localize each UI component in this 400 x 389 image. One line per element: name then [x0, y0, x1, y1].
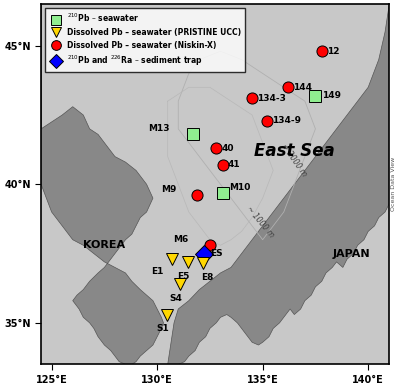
Text: JAPAN: JAPAN: [332, 249, 370, 259]
Text: 144: 144: [293, 83, 312, 92]
Text: Ocean Data View: Ocean Data View: [391, 157, 396, 211]
Text: M9: M9: [161, 185, 176, 194]
Text: E5: E5: [177, 272, 190, 280]
Text: KOREA: KOREA: [83, 240, 126, 250]
Text: S4: S4: [170, 294, 182, 303]
Text: E1: E1: [151, 267, 163, 277]
Legend: $^{210}$Pb – seawater, Dissolved Pb – seawater (PRISTINE UCC), Dissolved Pb – se: $^{210}$Pb – seawater, Dissolved Pb – se…: [45, 8, 245, 72]
Text: S1: S1: [156, 324, 169, 333]
Text: 41: 41: [228, 160, 240, 169]
Text: ES: ES: [210, 249, 222, 258]
Text: ~ 1000 m: ~ 1000 m: [245, 204, 276, 239]
Text: East Sea: East Sea: [254, 142, 335, 160]
Polygon shape: [168, 4, 389, 364]
Polygon shape: [41, 4, 164, 364]
Text: M13: M13: [148, 124, 170, 133]
Text: 12: 12: [327, 47, 340, 56]
Text: 134-3: 134-3: [257, 94, 286, 103]
Text: 134-9: 134-9: [272, 116, 301, 125]
Text: 149: 149: [322, 91, 341, 100]
Text: E8: E8: [202, 273, 214, 282]
Text: 40: 40: [222, 144, 234, 153]
Text: M10: M10: [229, 182, 250, 191]
Text: M6: M6: [174, 235, 189, 244]
Text: ~ 2000 m: ~ 2000 m: [280, 142, 309, 178]
